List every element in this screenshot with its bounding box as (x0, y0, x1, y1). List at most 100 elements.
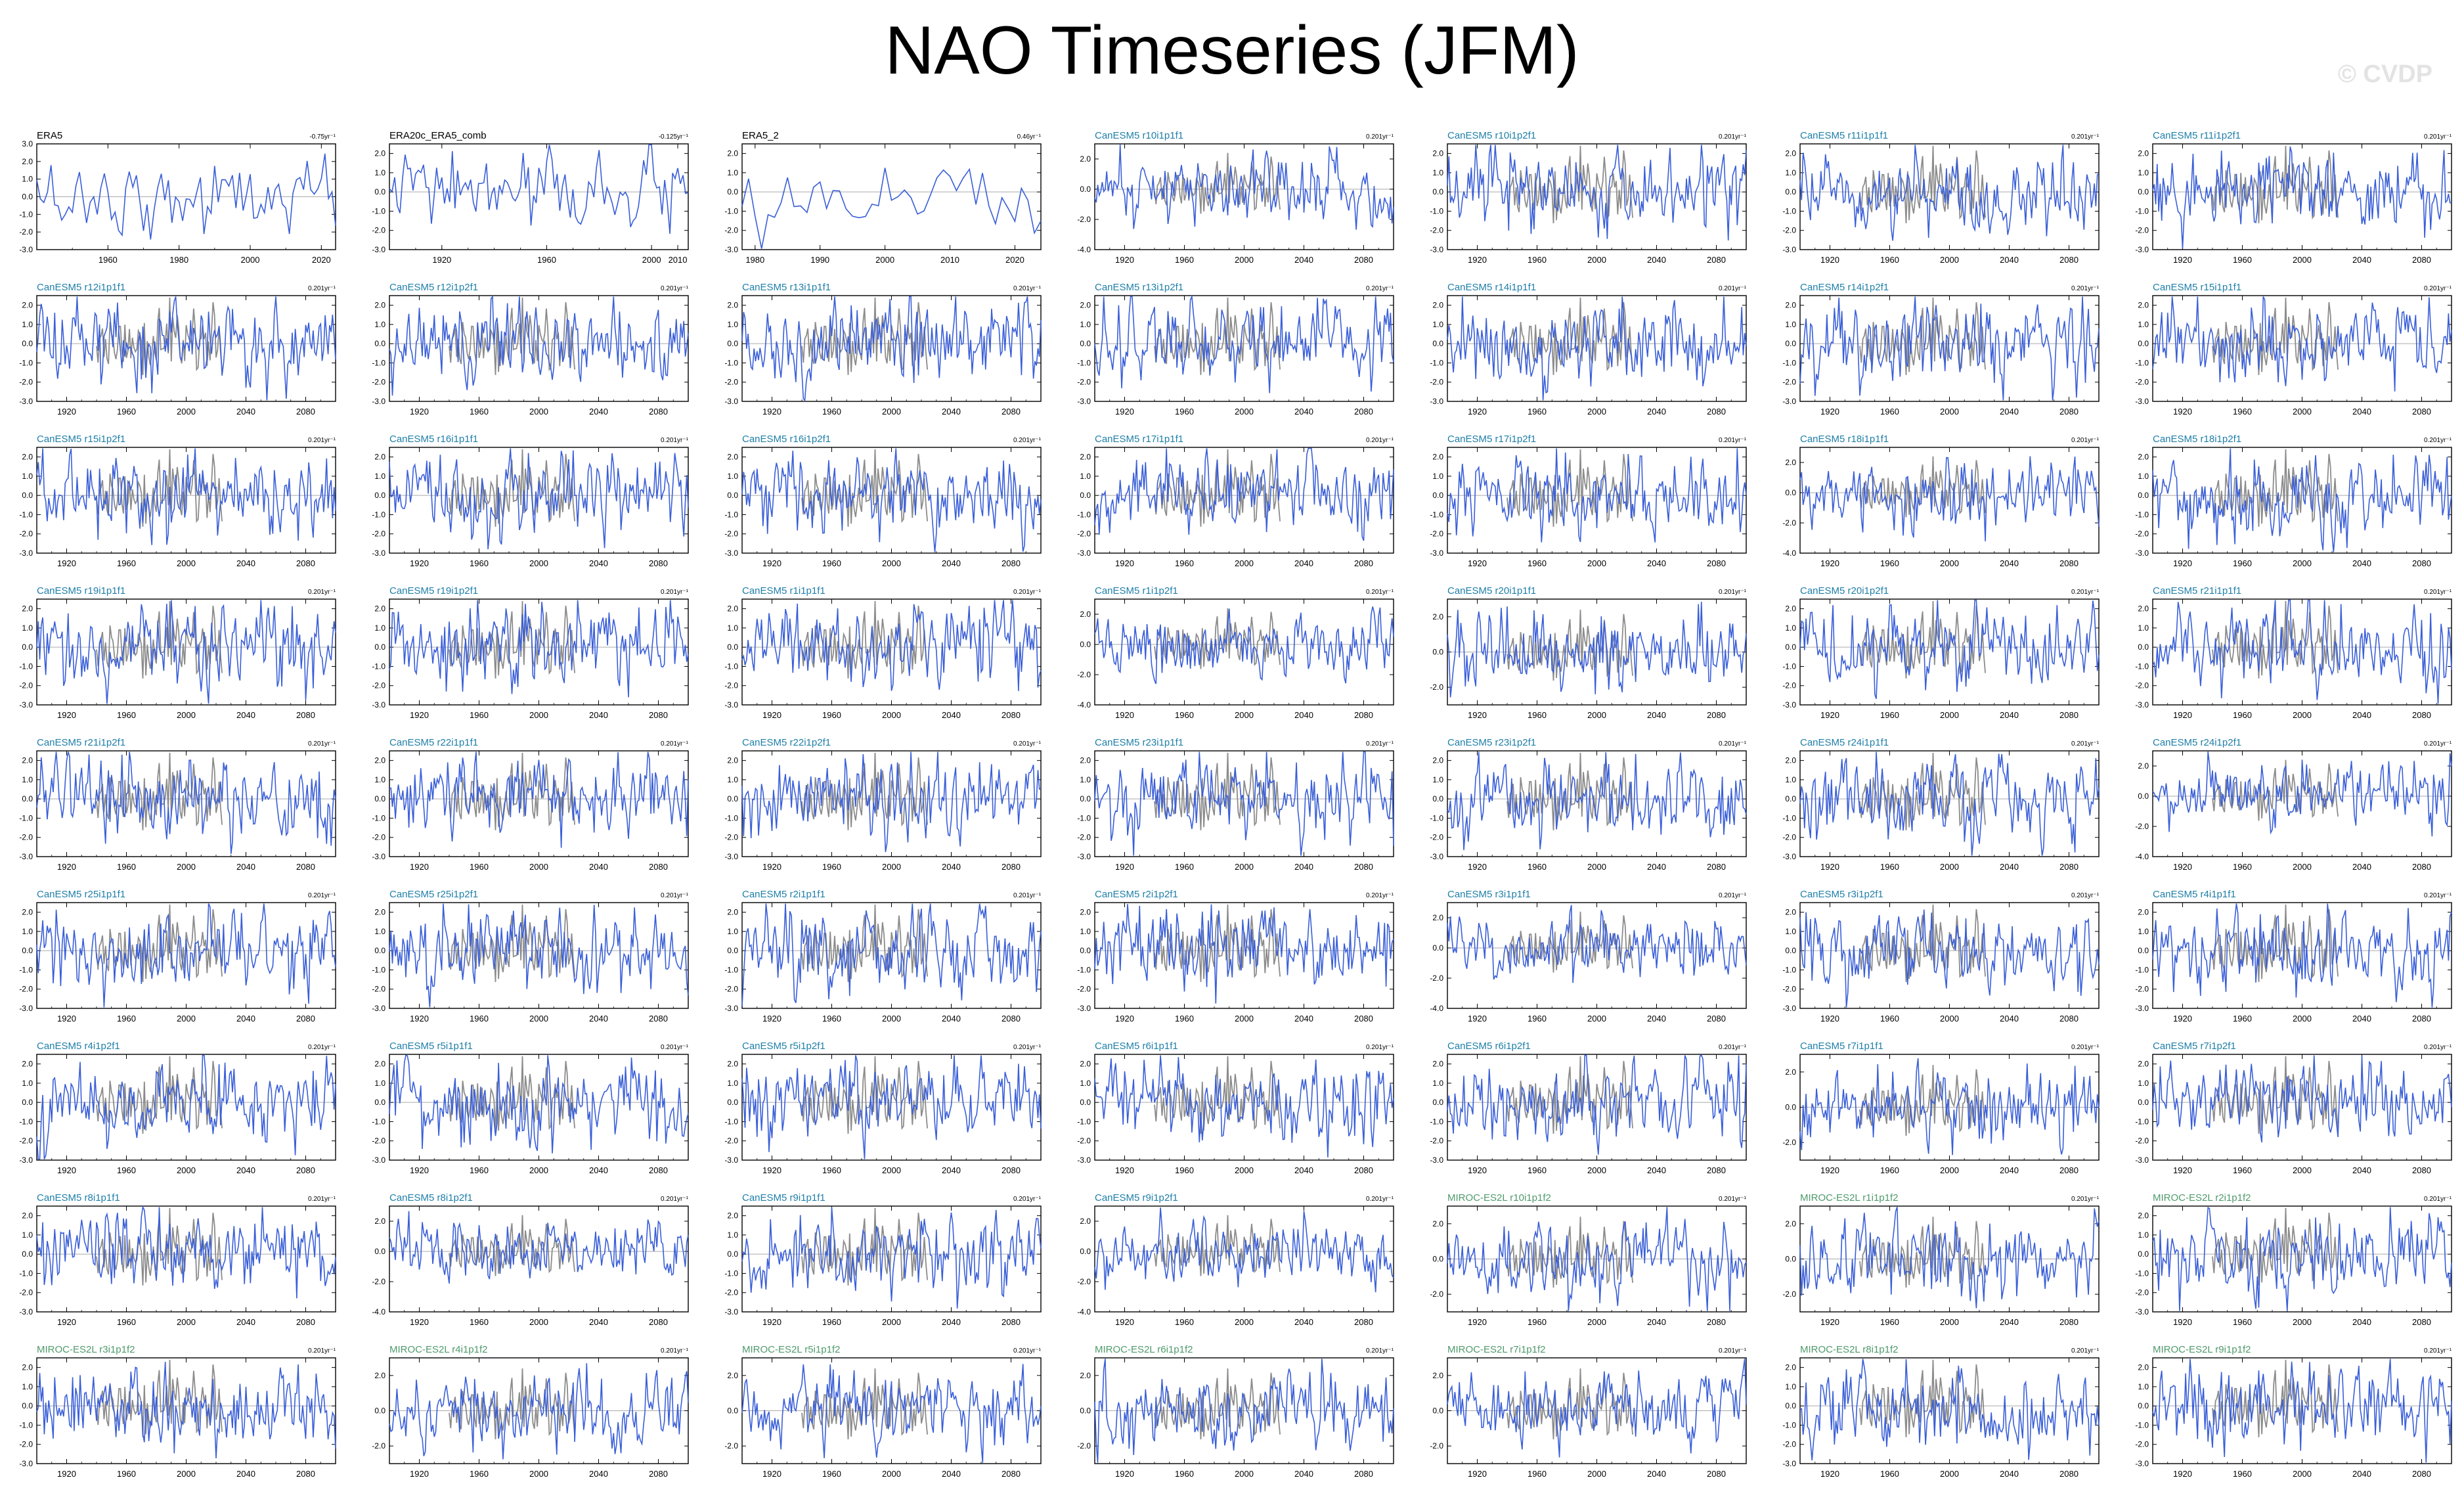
y-tick-label: 1.0 (22, 623, 33, 633)
x-tick-label: 1920 (1115, 1469, 1134, 1479)
y-tick-label: -2.0 (19, 1288, 33, 1297)
x-tick-label: 2040 (942, 862, 961, 872)
x-tick-label: 1960 (1175, 1469, 1194, 1479)
x-tick-label: 2080 (1707, 1469, 1726, 1479)
panel: CanESM5 r11i1p1f1 0.201yr⁻¹ 2.0 1.0 0.0 -1.0 -… (1782, 130, 2100, 265)
x-tick-label: 1920 (1115, 255, 1134, 265)
x-tick-label: 2080 (1354, 255, 1373, 265)
y-tick-label: 0.0 (374, 491, 385, 500)
panel: CanESM5 r20i1p2f1 0.201yr⁻¹ 2.0 1.0 0.0 -1.0 -… (1782, 585, 2100, 720)
trend-label: 0.201yr⁻¹ (308, 437, 336, 444)
y-tick-label: -1.0 (19, 1117, 33, 1126)
x-tick-label: 2040 (1294, 710, 1313, 720)
y-tick-label: 2.0 (1432, 453, 1443, 462)
y-tick-label: -4.0 (1077, 1307, 1091, 1316)
panel: MIROC-ES2L r2i1p1f2 0.201yr⁻¹ 2.0 1.0 0.0 -1.… (2135, 1192, 2452, 1327)
y-tick-label: 0.0 (1785, 339, 1796, 348)
x-tick-label: 2080 (2059, 407, 2079, 416)
y-tick-label: 2.0 (1080, 610, 1091, 619)
y-tick-label: -2.0 (2135, 681, 2149, 690)
obs-series-line (1859, 600, 1986, 679)
trend-label: 0.201yr⁻¹ (661, 892, 689, 899)
y-tick-label: 1.0 (1432, 320, 1443, 329)
trend-label: 0.201yr⁻¹ (1719, 1196, 1747, 1203)
y-tick-label: -1.0 (724, 662, 738, 671)
y-tick-label: -2.0 (372, 1277, 385, 1286)
x-tick-label: 2000 (1940, 1165, 1959, 1175)
panel-label: CanESM5 r5i1p2f1 (742, 1041, 825, 1052)
trend-label: 0.201yr⁻¹ (1719, 1347, 1747, 1355)
x-tick-label: 1920 (432, 255, 451, 265)
x-tick-label: 2080 (2059, 1317, 2079, 1327)
x-tick-label: 2080 (2412, 710, 2431, 720)
y-tick-label: -1.0 (1430, 1117, 1443, 1126)
obs-series-line (801, 752, 928, 830)
series-line (36, 903, 336, 1008)
y-tick-label: 1.0 (1785, 1382, 1796, 1391)
trend-label: 0.201yr⁻¹ (661, 740, 689, 748)
panel-label: CanESM5 r4i1p1f1 (2153, 889, 2236, 900)
y-tick-label: 0.0 (1785, 1255, 1796, 1264)
panel-label: CanESM5 r3i1p1f1 (1447, 889, 1531, 900)
x-tick-label: 1920 (1115, 1317, 1134, 1327)
x-tick-label: 1920 (1820, 558, 1839, 568)
x-tick-label: 2040 (1647, 710, 1666, 720)
x-tick-label: 1960 (1528, 1469, 1547, 1479)
x-tick-label: 1920 (1820, 1014, 1839, 1023)
x-tick-label: 1960 (1175, 407, 1194, 416)
x-tick-label: 2080 (1707, 407, 1726, 416)
y-tick-label: -2.0 (1782, 378, 1796, 387)
y-tick-label: -3.0 (2135, 397, 2149, 406)
y-tick-label: 0.0 (1432, 1098, 1443, 1107)
x-tick-label: 1920 (1468, 407, 1487, 416)
panel: CanESM5 r24i1p2f1 0.201yr⁻¹ 2.0 0.0 -2.0 -4.0… (2135, 737, 2452, 872)
trend-label: 0.201yr⁻¹ (1013, 892, 1042, 899)
x-tick-label: 2040 (589, 1165, 608, 1175)
panel-label: CanESM5 r6i1p2f1 (1447, 1041, 1531, 1052)
obs-series-line (1507, 145, 1633, 223)
x-tick-label: 2000 (882, 1469, 901, 1479)
obs-series-line (1154, 608, 1281, 669)
panel: MIROC-ES2L r10i1p1f2 0.201yr⁻¹ 2.0 0.0 -2.0 1… (1430, 1192, 1747, 1327)
y-tick-label: -3.0 (724, 1004, 738, 1013)
panel: CanESM5 r21i1p1f1 0.201yr⁻¹ 2.0 1.0 0.0 -1.0 -… (2135, 585, 2452, 720)
obs-series-line (1507, 1056, 1633, 1134)
y-tick-label: 0.0 (1432, 648, 1443, 657)
x-tick-label: 2080 (1354, 558, 1373, 568)
x-tick-label: 1920 (2173, 1014, 2192, 1023)
y-tick-label: 0.0 (1080, 1098, 1091, 1107)
x-tick-label: 2040 (942, 558, 961, 568)
obs-series-line (1507, 752, 1633, 830)
x-tick-label: 2080 (296, 710, 315, 720)
trend-label: 0.201yr⁻¹ (1366, 437, 1394, 444)
y-tick-label: 0.0 (1785, 1401, 1796, 1410)
y-tick-label: 0.0 (1080, 794, 1091, 803)
y-tick-label: 1.0 (22, 472, 33, 481)
panel-frame (389, 143, 689, 250)
trend-label: 0.201yr⁻¹ (2424, 589, 2452, 596)
series-line (2152, 146, 2452, 249)
x-tick-label: 2000 (2293, 862, 2312, 872)
y-tick-label: -2.0 (19, 1440, 33, 1449)
y-tick-label: -2.0 (372, 1136, 385, 1146)
panel: CanESM5 r10i1p2f1 0.201yr⁻¹ 2.0 1.0 0.0 -1.0 -… (1430, 130, 1747, 265)
y-tick-label: -2.0 (724, 226, 738, 235)
series-line (741, 1055, 1042, 1159)
x-tick-label: 1920 (57, 558, 76, 568)
panel-label: CanESM5 r13i1p2f1 (1095, 282, 1183, 293)
x-tick-label: 2000 (2293, 558, 2312, 568)
panel: CanESM5 r11i1p2f1 0.201yr⁻¹ 2.0 1.0 0.0 -1.0 -… (2135, 130, 2452, 265)
y-tick-label: -2.0 (1782, 1290, 1796, 1299)
series-line (741, 752, 1042, 853)
y-tick-label: 2.0 (2138, 1211, 2149, 1221)
panel: CanESM5 r18i1p2f1 0.201yr⁻¹ 2.0 1.0 0.0 -1.0 -… (2135, 434, 2452, 568)
y-tick-label: 0.0 (22, 946, 33, 955)
y-tick-label: -2.0 (372, 1441, 385, 1450)
obs-series-line (449, 904, 575, 982)
panel: CanESM5 r23i1p1f1 0.201yr⁻¹ 2.0 1.0 0.0 -1.0 -… (1077, 737, 1394, 872)
x-tick-label: 2000 (177, 710, 196, 720)
x-tick-label: 1980 (745, 255, 764, 265)
y-tick-label: 2.0 (1432, 1371, 1443, 1380)
panel: CanESM5 r10i1p1f1 0.201yr⁻¹ 2.0 0.0 -2.0 -4.0… (1077, 130, 1394, 265)
panel-label: MIROC-ES2L r2i1p1f2 (2153, 1192, 2251, 1203)
